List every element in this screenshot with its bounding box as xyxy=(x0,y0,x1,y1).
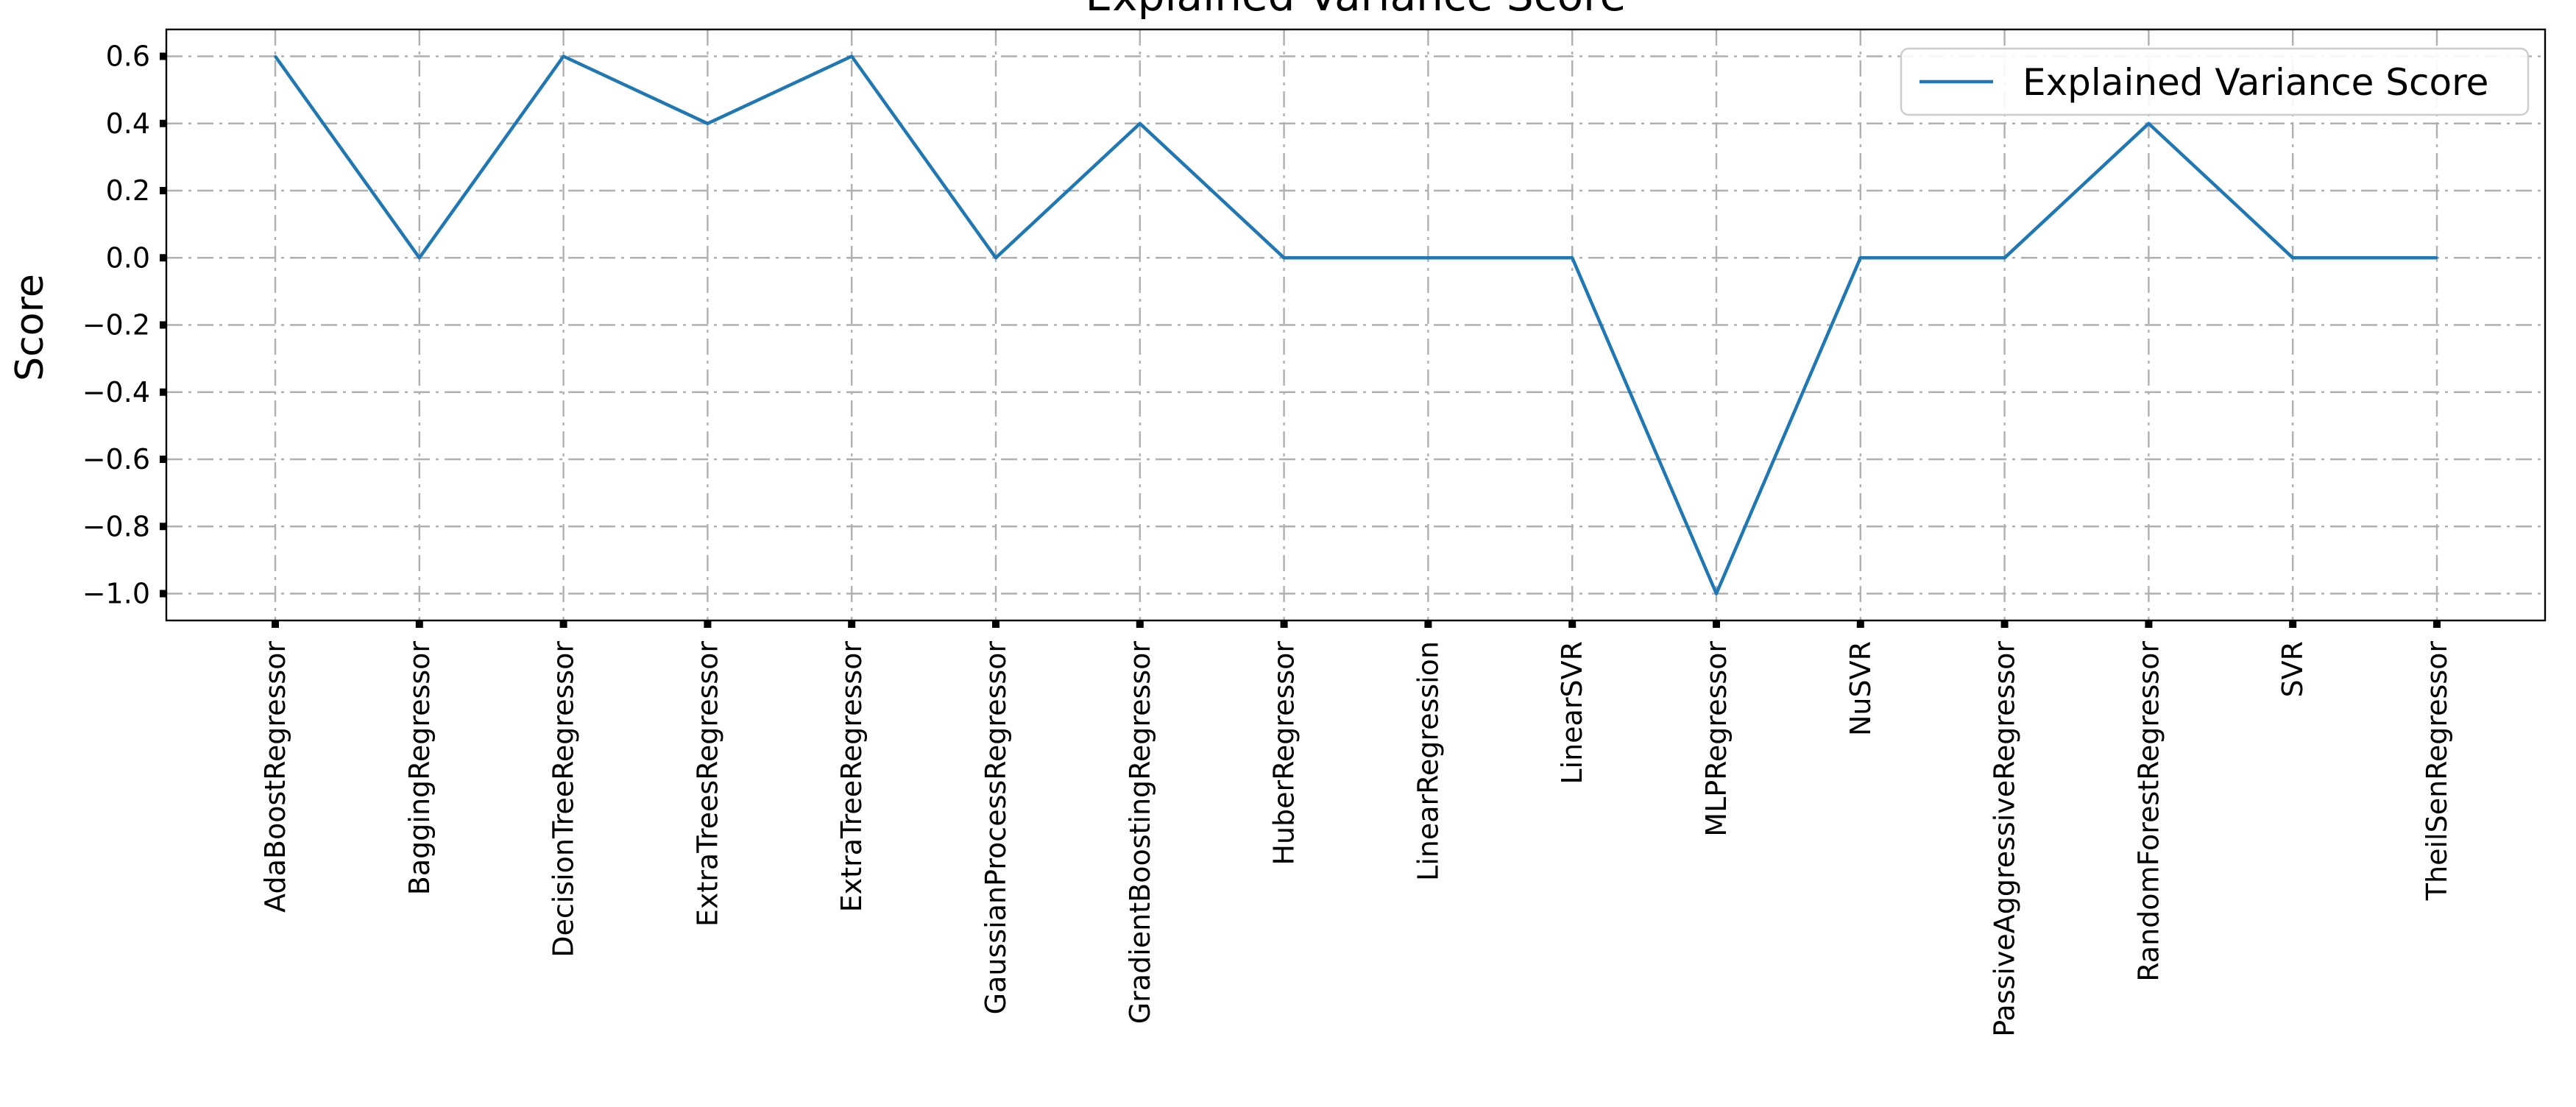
x-tick-label: ExtraTreesRegressor xyxy=(691,641,723,927)
y-tick-label: 0.2 xyxy=(106,174,150,207)
legend-box xyxy=(1900,47,2530,116)
data-point xyxy=(1715,593,1718,595)
legend: Explained Variance Score xyxy=(1900,47,2530,116)
ticks-layer: 0.6 0.4 0.2 0.0 −0.2 −0.4 −0.6 −0.8 −1.0 AdaBoost… xyxy=(82,40,2453,1037)
data-point xyxy=(1139,122,1142,125)
y-axis-label: Score xyxy=(8,274,52,381)
x-tick-label: TheilSenRegressor xyxy=(2421,641,2453,902)
data-point xyxy=(274,55,277,57)
data-point xyxy=(1283,256,1286,259)
data-point xyxy=(2147,122,2150,125)
y-tick-label: 0.0 xyxy=(106,241,150,274)
grid-layer xyxy=(166,29,2545,620)
y-tick-label: −0.2 xyxy=(82,309,150,342)
x-tick-label: RandomForestRegressor xyxy=(2132,641,2165,982)
y-tick-label: 0.4 xyxy=(106,107,150,140)
x-tick-label: DecisionTreeRegressor xyxy=(548,641,580,958)
legend-label: Explained Variance Score xyxy=(2023,61,2488,104)
x-tick-label: GaussianProcessRegressor xyxy=(980,641,1012,1015)
x-tick-label: LinearRegression xyxy=(1412,641,1444,881)
x-tick-label: ExtraTreeRegressor xyxy=(835,641,868,913)
x-tick-label: MLPRegressor xyxy=(1700,641,1733,837)
data-point xyxy=(2291,256,2294,259)
series-line xyxy=(274,54,2437,595)
data-point xyxy=(2003,256,2006,259)
data-point xyxy=(850,55,853,57)
chart-title: Explained Variance Score xyxy=(1086,0,1627,21)
x-tick-label: BaggingRegressor xyxy=(403,641,436,896)
x-tick-label: HuberRegressor xyxy=(1268,641,1301,866)
data-point xyxy=(994,256,997,259)
data-point xyxy=(1571,256,1574,259)
data-point xyxy=(706,122,709,125)
x-tick-label: PassiveAggressiveRegressor xyxy=(1989,641,2021,1037)
y-tick-label: −0.4 xyxy=(82,376,150,409)
y-tick-label: 0.6 xyxy=(106,40,150,73)
x-tick-label: AdaBoostRegressor xyxy=(259,641,291,913)
y-tick-label: −1.0 xyxy=(82,578,150,610)
x-tick-label: SVR xyxy=(2276,641,2309,698)
data-point xyxy=(2435,256,2438,259)
y-tick-label: −0.8 xyxy=(82,510,150,542)
data-point xyxy=(1859,256,1862,259)
y-tick-label: −0.6 xyxy=(82,443,150,475)
data-point xyxy=(418,256,421,259)
data-point xyxy=(562,55,565,57)
x-tick-label: LinearSVR xyxy=(1556,641,1588,785)
data-point xyxy=(1426,256,1429,259)
x-tick-label: NuSVR xyxy=(1844,641,1877,736)
series-layer xyxy=(274,54,2438,595)
x-tick-label: GradientBoostingRegressor xyxy=(1124,641,1156,1025)
